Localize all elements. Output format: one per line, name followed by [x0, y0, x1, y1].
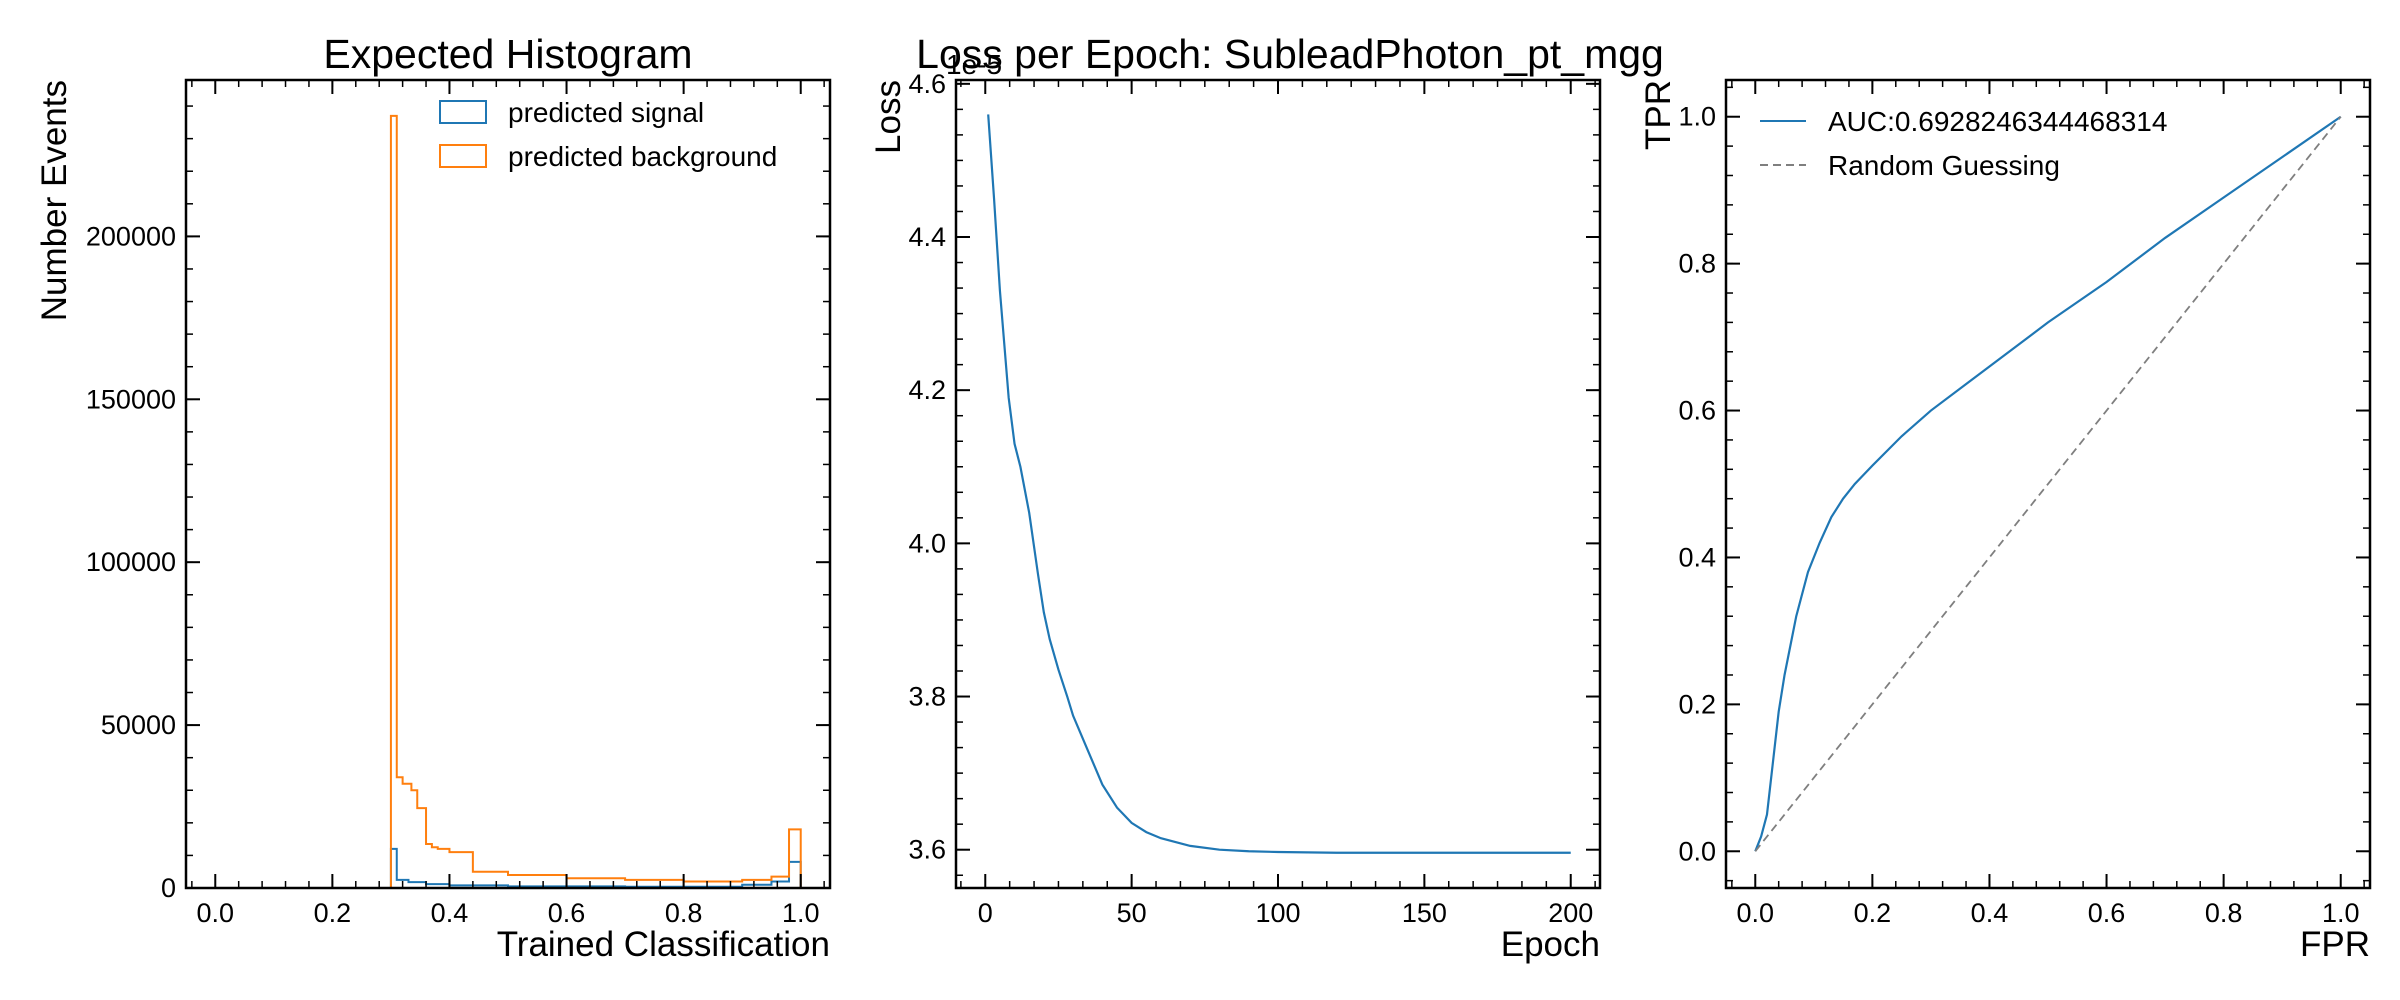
x-axis-label: FPR — [2300, 925, 2370, 964]
y-tick-label: 0.0 — [1678, 836, 1716, 866]
y-tick-label: 0.2 — [1678, 689, 1716, 719]
y-tick-label: 3.6 — [908, 835, 946, 865]
legend-label: predicted background — [508, 141, 777, 172]
x-tick-label: 0.6 — [548, 898, 586, 928]
y-tick-label: 1.0 — [1678, 102, 1716, 132]
x-tick-label: 0.8 — [665, 898, 703, 928]
y-tick-label: 100000 — [86, 547, 176, 577]
panel-3: 0.0 0.2 0.4 0.6 0.8 1.00.00.20.40.60.81.0FPRT… — [1639, 78, 2372, 964]
plot-area — [1754, 115, 2342, 852]
y-tick-label: 4.6 — [908, 69, 946, 99]
y-tick-label: 4.2 — [908, 375, 946, 405]
y-tick-label: 4.4 — [908, 222, 946, 252]
loss-curve — [987, 114, 1571, 854]
legend: predicted signal predicted background — [439, 97, 777, 172]
chart-title: Expected Histogram — [323, 31, 692, 77]
x-tick-label: 200 — [1548, 898, 1593, 928]
hist-background — [389, 114, 802, 888]
y-axis-label: Loss — [869, 80, 908, 154]
x-tick-label: 0.0 — [1736, 898, 1774, 928]
x-tick-label: 0.4 — [431, 898, 469, 928]
y-tick-label: 0 — [161, 873, 176, 903]
y-scale-label: 1e-5 — [946, 49, 1002, 80]
y-tick-label: 150000 — [86, 384, 176, 414]
x-tick-label: 0.8 — [2205, 898, 2243, 928]
axes-frame — [1724, 78, 2372, 890]
legend-swatch — [439, 144, 487, 168]
y-axis-label: TPR — [1639, 80, 1678, 150]
chart-title: Loss per Epoch: SubleadPhoton_pt_mgg — [916, 31, 1664, 77]
x-tick-label: 0.2 — [1854, 898, 1892, 928]
panel-1: 0.0 0.2 0.4 0.6 0.8 1.0 0 50000 100000 150000 2000… — [35, 31, 832, 964]
y-tick-label: 50000 — [101, 710, 176, 740]
hist-signal — [389, 847, 802, 888]
y-tick-label: 0.6 — [1678, 396, 1716, 426]
y-tick-label: 3.8 — [908, 682, 946, 712]
x-axis-label: Trained Classification — [497, 925, 830, 964]
y-tick-label: 0.4 — [1678, 542, 1716, 572]
axes-frame — [184, 78, 832, 890]
panel-2: 0 50 100 150 200 3.6 3.8 4.0 4.2 4.4 4.6 Epoch LossL… — [869, 31, 1664, 964]
x-tick-label: 50 — [1117, 898, 1147, 928]
plot-area — [389, 114, 802, 888]
y-axis-label: Number Events — [35, 80, 74, 321]
axes-frame — [954, 78, 1602, 890]
random-guess-line — [1754, 116, 2342, 852]
x-tick-label: 0.0 — [196, 898, 234, 928]
x-tick-label: 0.4 — [1971, 898, 2009, 928]
legend-label: Random Guessing — [1828, 150, 2060, 181]
legend-label: predicted signal — [508, 97, 704, 128]
legend-label: AUC:0.6928246344468314 — [1828, 106, 2167, 137]
x-tick-label: 0 — [978, 898, 993, 928]
y-tick-label: 4.0 — [908, 528, 946, 558]
x-tick-label: 1.0 — [782, 898, 820, 928]
legend: AUC:0.6928246344468314 Random Guessing — [1760, 106, 2167, 181]
plot-area — [987, 114, 1571, 854]
x-tick-label: 100 — [1255, 898, 1300, 928]
x-tick-label: 150 — [1402, 898, 1447, 928]
legend-swatch — [439, 100, 487, 124]
x-tick-label: 1.0 — [2322, 898, 2360, 928]
x-axis-label: Epoch — [1501, 925, 1600, 964]
roc-curve — [1754, 115, 2342, 852]
x-tick-label: 0.6 — [2088, 898, 2126, 928]
y-tick-label: 200000 — [86, 221, 176, 251]
y-tick-label: 0.8 — [1678, 249, 1716, 279]
x-tick-label: 0.2 — [314, 898, 352, 928]
